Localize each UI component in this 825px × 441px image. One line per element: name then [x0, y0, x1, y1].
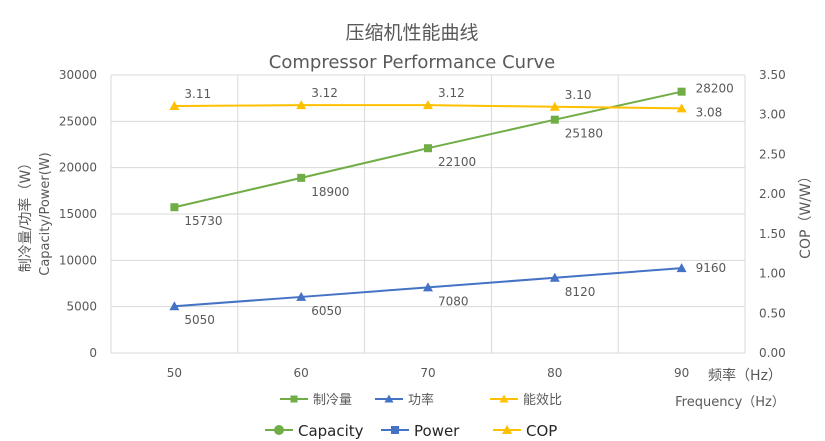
legend-marker: [290, 395, 298, 403]
data-label: 15730: [184, 214, 222, 228]
legend-marker-en: [274, 425, 284, 435]
legend-marker: [499, 394, 509, 403]
data-label: 8120: [565, 285, 596, 299]
legend-marker-en: [391, 426, 399, 434]
data-point-cop: [423, 100, 433, 110]
x-tick-label: 80: [547, 366, 562, 380]
data-label: 28200: [696, 82, 734, 96]
data-label: 22100: [438, 155, 476, 169]
data-point-cop: [169, 100, 180, 110]
data-point-cop: [676, 103, 687, 113]
data-point-cop: [296, 100, 307, 110]
data-label: 9160: [696, 261, 727, 275]
data-point-power: [296, 291, 307, 301]
data-point-capacity: [424, 144, 432, 153]
data-label: 6050: [311, 304, 342, 318]
legend-marker: [384, 394, 394, 403]
y2-axis-title: COP（W/W）: [798, 169, 814, 259]
y-tick-label: 15000: [59, 207, 97, 221]
x-tick-label: 90: [674, 366, 689, 380]
y2-tick-label: 0.00: [759, 346, 786, 360]
data-label: 5050: [184, 313, 215, 327]
data-point-capacity: [677, 87, 686, 96]
legend-label-en: Power: [414, 422, 460, 440]
y-tick-label: 25000: [59, 114, 97, 128]
y2-tick-label: 2.50: [759, 147, 786, 161]
y-tick-label: 10000: [59, 253, 97, 267]
x-axis-title-en: Frequency（Hz）: [675, 395, 785, 410]
data-point-power: [423, 282, 433, 292]
y-axis-title: 制冷量/功率（W）: [17, 156, 34, 273]
data-label: 3.12: [438, 86, 465, 100]
data-point-capacity: [550, 115, 559, 124]
y-axis-title-en: Capacity/Power(W): [38, 152, 53, 276]
chart-title: 压缩机性能曲线: [345, 22, 478, 44]
chart-subtitle: Compressor Performance Curve: [269, 52, 555, 73]
x-tick-label: 50: [167, 366, 182, 380]
x-tick-label: 60: [294, 366, 309, 380]
data-label: 18900: [311, 185, 349, 199]
legend-marker-en: [502, 425, 512, 434]
x-tick-label: 70: [420, 366, 435, 380]
data-label: 25180: [565, 127, 603, 141]
y2-tick-label: 1.00: [759, 267, 786, 281]
y-tick-label: 5000: [66, 300, 97, 314]
y2-tick-label: 2.00: [759, 187, 786, 201]
legend-label: 功率: [408, 392, 434, 408]
data-label: 3.10: [565, 88, 592, 102]
y2-tick-label: 1.50: [759, 227, 786, 241]
data-label: 7080: [438, 294, 469, 308]
x-axis-title: 频率（Hz）: [708, 367, 782, 384]
legend-label-en: Capacity: [298, 422, 364, 440]
y2-tick-label: 3.00: [759, 108, 786, 122]
legend-label-en: COP: [526, 422, 557, 440]
legend-label: 能效比: [523, 393, 562, 408]
data-point-power: [549, 272, 560, 282]
y2-tick-label: 0.50: [759, 306, 786, 320]
data-label: 3.08: [696, 105, 723, 119]
legend-label: 制冷量: [313, 393, 352, 408]
y-tick-label: 20000: [59, 161, 97, 175]
y2-tick-label: 3.50: [759, 68, 786, 82]
data-point-capacity: [170, 203, 179, 212]
data-point-cop: [549, 101, 560, 111]
data-label: 3.12: [311, 86, 338, 100]
data-point-capacity: [297, 173, 306, 182]
y-tick-label: 30000: [59, 68, 97, 82]
y-tick-label: 0: [89, 346, 97, 360]
data-label: 3.11: [184, 87, 211, 101]
data-point-power: [676, 263, 687, 273]
data-point-power: [169, 301, 180, 311]
